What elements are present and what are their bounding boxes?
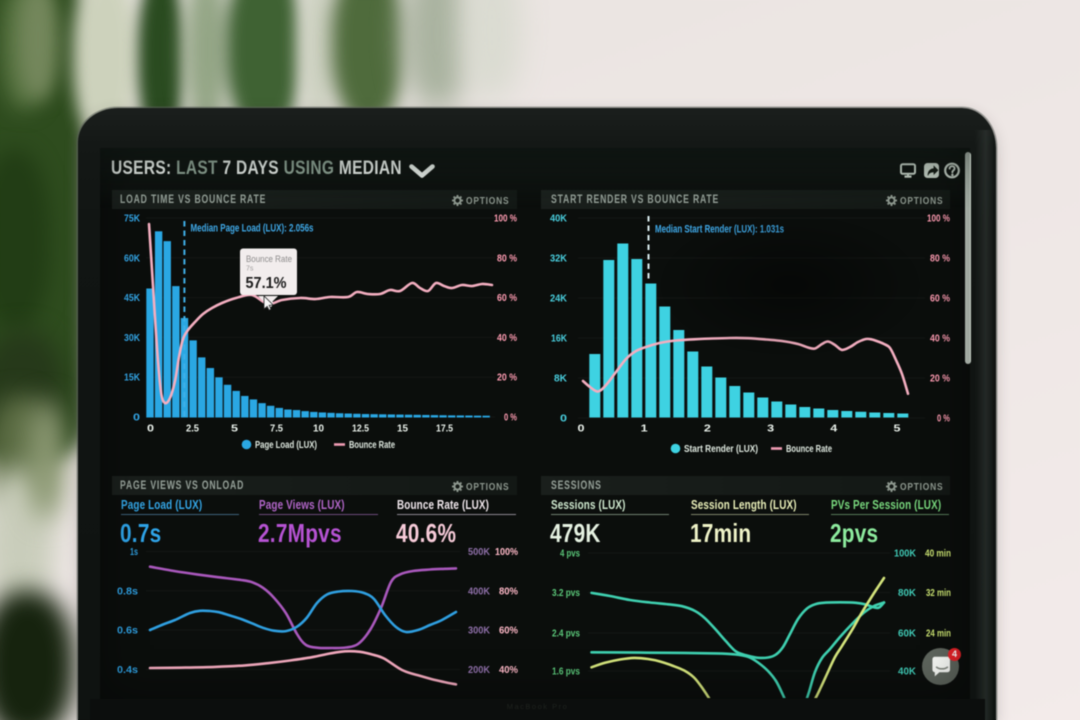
svg-text:0: 0 [133,412,140,424]
svg-text:10: 10 [313,423,324,435]
svg-text:Bounce Rate: Bounce Rate [349,440,395,451]
svg-text:8K: 8K [554,373,567,385]
svg-text:0.8s: 0.8s [117,586,138,597]
svg-text:60 %: 60 % [930,293,950,305]
svg-text:4: 4 [830,423,837,435]
svg-text:500K: 500K [468,546,490,558]
svg-text:1.6 pvs: 1.6 pvs [552,667,580,678]
svg-text:75K: 75K [124,213,140,225]
svg-text:100K: 100K [894,548,916,560]
svg-text:2.4 pvs: 2.4 pvs [552,629,580,640]
svg-text:400K: 400K [468,585,490,597]
svg-text:Bounce Rate: Bounce Rate [786,444,832,455]
svg-text:40 min: 40 min [925,548,951,560]
svg-text:4 pvs: 4 pvs [560,549,580,560]
svg-text:Median Page Load (LUX): 2.056s: Median Page Load (LUX): 2.056s [191,223,314,235]
svg-text:40 %: 40 % [497,332,517,344]
svg-text:100 %: 100 % [494,213,517,225]
svg-text:300K: 300K [468,625,490,637]
svg-text:60K: 60K [124,252,140,264]
svg-text:15K: 15K [124,372,140,384]
svg-text:40K: 40K [550,213,567,225]
svg-text:5: 5 [894,423,901,435]
svg-text:12.5: 12.5 [352,423,369,435]
svg-text:Page Load (LUX): Page Load (LUX) [255,440,317,451]
svg-text:80K: 80K [898,587,916,599]
svg-text:0: 0 [578,423,585,435]
svg-text:0.6s: 0.6s [117,626,138,637]
svg-text:20 %: 20 % [930,373,950,385]
svg-text:100 %: 100 % [927,213,950,225]
svg-text:40 %: 40 % [930,333,950,345]
svg-text:20 %: 20 % [497,372,517,384]
svg-text:40%: 40% [499,664,518,676]
svg-text:2: 2 [704,423,711,435]
svg-text:0: 0 [560,413,567,425]
svg-text:80 %: 80 % [930,253,950,265]
svg-text:Start Render (LUX): Start Render (LUX) [684,444,758,455]
svg-text:60 %: 60 % [497,292,517,304]
svg-text:45K: 45K [124,292,140,304]
svg-text:80%: 80% [499,585,518,597]
svg-text:0 %: 0 % [504,412,517,424]
svg-text:40K: 40K [898,666,916,678]
svg-text:5: 5 [231,423,238,435]
svg-text:3.2 pvs: 3.2 pvs [552,588,580,599]
svg-text:16K: 16K [551,333,567,345]
svg-text:32K: 32K [550,253,567,265]
svg-text:100%: 100% [495,546,518,558]
svg-text:15: 15 [397,423,408,435]
svg-text:17.5: 17.5 [436,423,453,435]
svg-text:2.5: 2.5 [186,423,199,435]
svg-text:57.1%: 57.1% [246,275,287,292]
svg-text:3: 3 [767,423,774,435]
svg-text:1s: 1s [130,547,138,558]
svg-text:30K: 30K [124,332,140,344]
svg-text:200K: 200K [468,664,490,676]
svg-text:0 %: 0 % [937,413,950,425]
svg-text:24 min: 24 min [926,628,951,640]
svg-text:32 min: 32 min [926,587,951,599]
svg-text:7s: 7s [246,266,254,273]
svg-text:Bounce Rate: Bounce Rate [246,254,292,264]
svg-text:7.5: 7.5 [270,423,283,435]
svg-text:1: 1 [641,423,648,435]
svg-text:0: 0 [147,423,154,435]
svg-text:60K: 60K [898,628,916,640]
svg-text:80 %: 80 % [497,252,517,264]
svg-text:24K: 24K [550,293,567,305]
svg-text:0.4s: 0.4s [117,665,138,676]
svg-text:Median Start Render (LUX): 1.0: Median Start Render (LUX): 1.031s [655,224,784,236]
svg-text:60%: 60% [499,625,518,637]
